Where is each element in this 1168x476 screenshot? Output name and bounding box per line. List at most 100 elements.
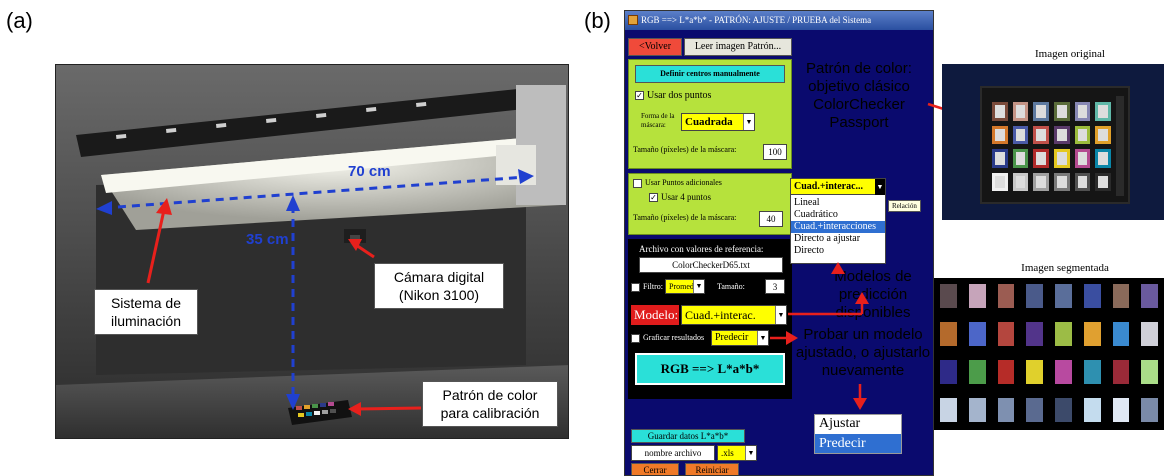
checker-patch: [1012, 102, 1029, 121]
segmented-patch: [1055, 398, 1072, 422]
model-option-lineal[interactable]: Lineal: [794, 197, 820, 208]
size-input[interactable]: 3: [765, 279, 785, 294]
checker-patch: [1054, 172, 1070, 191]
size-label: Tamaño:: [717, 282, 745, 291]
segmented-patch: [968, 322, 986, 346]
callout-lighting: Sistema de iluminación: [94, 289, 198, 335]
extension-select[interactable]: .xls ▼: [717, 445, 757, 461]
checker-patch: [992, 125, 1008, 144]
extension-value: .xls: [721, 448, 734, 458]
mask-size-label: Tamaño (píxeles) de la máscara:: [633, 145, 737, 154]
dim-horizontal-label: 70 cm: [348, 163, 391, 180]
mask-shape-value: Cuadrada: [685, 116, 733, 128]
checker-patch: [1074, 125, 1091, 144]
checker-patch: [1074, 149, 1091, 168]
segmented-patch: [940, 322, 957, 346]
segmented-patch: [940, 398, 957, 422]
filter-value: Promedio: [669, 282, 701, 291]
model-dropdown-selected-value: Cuad.+interac...: [794, 181, 864, 192]
model-option-cuad-interacciones[interactable]: Cuad.+interacciones: [791, 221, 885, 233]
plot-results-label: Graficar resultados: [643, 333, 705, 342]
segmented-patch: [997, 284, 1015, 308]
use-two-points-checkbox[interactable]: ✓: [635, 91, 644, 100]
segmented-patch: [1141, 398, 1158, 422]
model-option-directo-ajustar[interactable]: Directo a ajustar: [794, 233, 861, 244]
original-image: [942, 64, 1164, 220]
segmented-patch: [997, 322, 1015, 346]
filter-select[interactable]: Promedio ▼: [665, 279, 705, 294]
segmented-patch: [940, 360, 957, 384]
segmented-patch: [1141, 284, 1158, 308]
segmented-patch: [1112, 322, 1130, 346]
filename-input[interactable]: nombre archivo: [631, 445, 715, 461]
model-option-directo[interactable]: Directo: [794, 245, 824, 256]
plot-results-checkbox[interactable]: [631, 334, 640, 343]
save-data-button[interactable]: Guardar datos L*a*b*: [631, 429, 745, 443]
segmented-patch: [997, 360, 1015, 384]
checker-patch: [1033, 125, 1049, 144]
app-window: RGB ==> L*a*b* - PATRÓN: AJUSTE / PRUEBA…: [624, 10, 934, 476]
action-option-ajustar[interactable]: Ajustar: [819, 416, 861, 431]
chevron-down-icon: ▼: [745, 446, 756, 460]
segmented-patch: [1055, 322, 1072, 346]
use-four-points-checkbox[interactable]: ✓: [649, 193, 658, 202]
read-pattern-button[interactable]: Leer imagen Patrón...: [684, 38, 792, 56]
segmented-patch: [1112, 284, 1130, 308]
dim-vertical-label: 35 cm: [246, 231, 289, 248]
annotation-test-line2: ajustado, o ajustarlo: [795, 344, 931, 361]
mask-shape-select[interactable]: Cuadrada ▼: [681, 113, 755, 131]
use-additional-points-checkbox[interactable]: [633, 179, 642, 188]
segmented-patch: [1112, 360, 1130, 384]
segmented-patch: [1083, 398, 1101, 422]
model-label: Modelo:: [631, 305, 679, 325]
segmented-patch: [1026, 360, 1043, 384]
callout-camera-line1: Cámara digital: [393, 269, 485, 285]
use-additional-points-label: Usar Puntos adicionales: [645, 178, 722, 187]
mask-size-input-2[interactable]: 40: [759, 211, 783, 227]
original-image-title: Imagen original: [1035, 48, 1105, 60]
colorchecker-passport: [980, 86, 1130, 204]
model-dropdown-selected[interactable]: Cuad.+interac... ▼: [791, 179, 885, 195]
action-select[interactable]: Predecir ▼: [711, 330, 769, 346]
annotation-pattern-line2: objetivo clásico: [808, 78, 910, 95]
panel-a-label: (a): [6, 8, 33, 33]
model-select[interactable]: Cuad.+interac. ▼: [681, 305, 787, 325]
annotation-pattern: Patrón de color: objetivo clásico ColorC…: [792, 60, 926, 132]
model-option-cuadratico[interactable]: Cuadrático: [794, 209, 838, 220]
ref-file-input[interactable]: ColorCheckerD65.txt: [639, 257, 783, 273]
action-list: Ajustar Predecir: [814, 414, 902, 454]
chevron-down-icon: ▼: [693, 280, 704, 293]
define-centers-button[interactable]: Definir centros manualmente: [635, 65, 785, 83]
checker-grid: [990, 100, 1114, 194]
annotation-pattern-line3: ColorChecker: [813, 96, 905, 113]
checker-patch: [1095, 149, 1111, 168]
convert-button[interactable]: RGB ==> L*a*b*: [635, 353, 785, 385]
back-button[interactable]: <Volver: [628, 38, 682, 56]
passport-spine: [1116, 96, 1124, 196]
checker-patch: [1095, 102, 1111, 121]
chevron-down-icon: ▼: [743, 114, 754, 130]
segmented-patch: [968, 360, 986, 384]
callout-camera: Cámara digital (Nikon 3100): [374, 263, 504, 309]
checker-patch: [1012, 172, 1029, 191]
setup-photo: 70 cm 35 cm Sistema de iluminación Cámar…: [55, 64, 569, 439]
close-button[interactable]: Cerrar: [631, 463, 679, 475]
callout-camera-line2: (Nikon 3100): [398, 287, 480, 303]
segmented-patch: [968, 398, 986, 422]
filter-label: Filtro:: [643, 282, 664, 291]
action-option-predecir[interactable]: Predecir: [815, 434, 901, 453]
annotation-test-line1: Probar un modelo: [803, 326, 923, 343]
checker-patch: [992, 172, 1008, 191]
callout-target-line1: Patrón de color: [442, 387, 538, 403]
annotation-models-line3: disponibles: [835, 304, 911, 321]
segmented-image-title: Imagen segmentada: [1021, 262, 1109, 274]
segmented-image: [934, 278, 1164, 430]
mask-size-label-2: Tamaño (píxeles) de la máscara:: [633, 213, 737, 222]
chevron-down-icon: ▼: [875, 179, 885, 195]
segmented-patch: [1141, 322, 1158, 346]
panel-b-label: (b): [584, 8, 611, 33]
filter-checkbox[interactable]: [631, 283, 640, 292]
mask-size-input[interactable]: 100: [763, 144, 787, 160]
mask-shape-label-1: Forma de la: [641, 112, 675, 120]
restart-button[interactable]: Reiniciar: [685, 463, 739, 475]
